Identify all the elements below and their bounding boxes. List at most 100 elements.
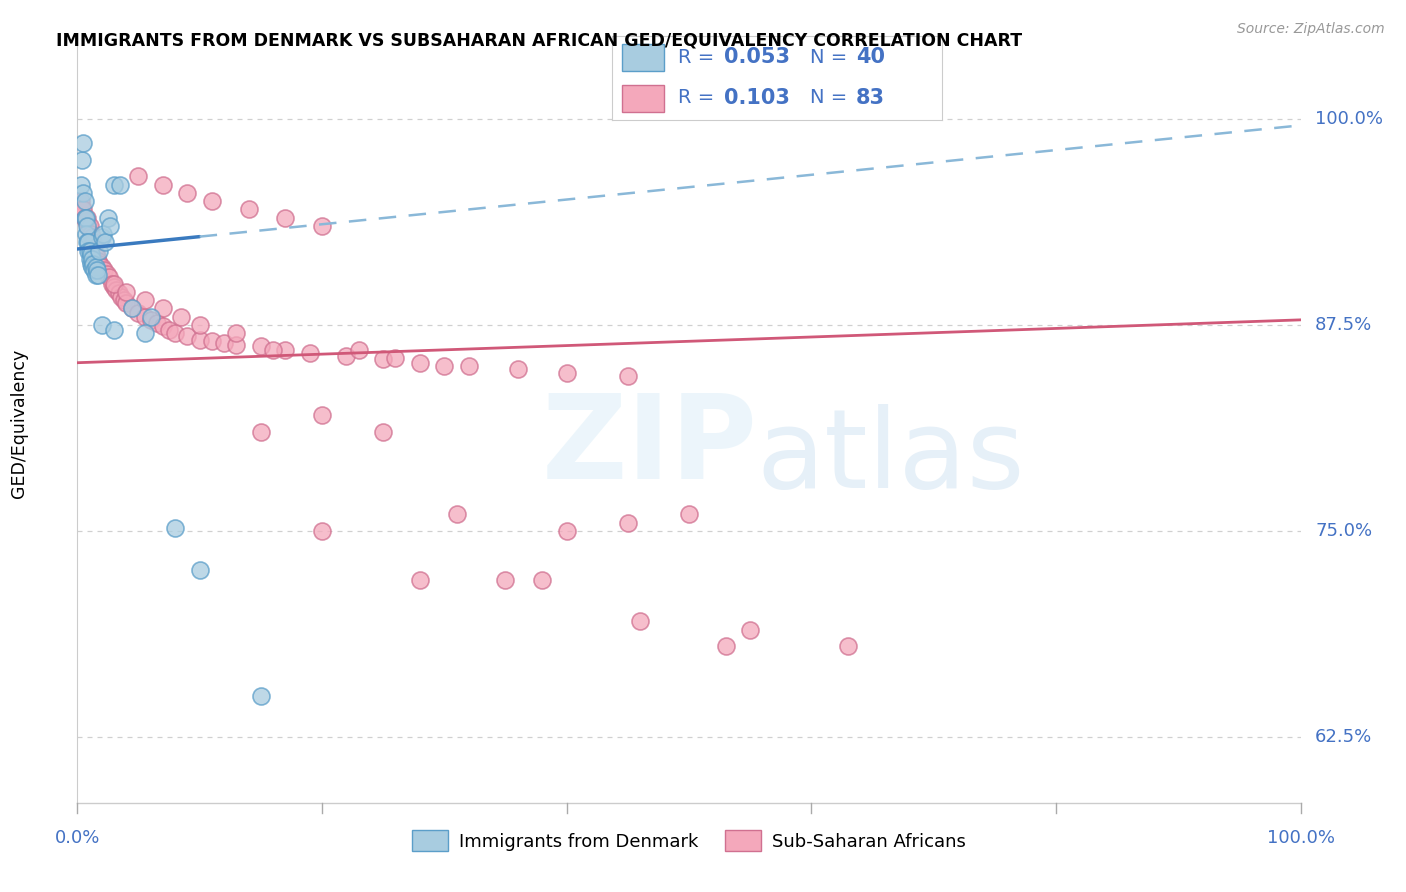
Point [93, 263, 115, 277]
Point [188, 563, 211, 577]
Point [262, 343, 284, 357]
Text: 62.5%: 62.5% [1315, 728, 1372, 746]
Text: N =: N = [810, 88, 853, 107]
Point [152, 178, 174, 192]
Point [70, 194, 93, 209]
Point [740, 623, 762, 637]
Point [201, 194, 224, 209]
Point [274, 211, 297, 225]
Point [225, 337, 247, 351]
Text: 0.053: 0.053 [724, 47, 790, 67]
Point [96, 267, 118, 281]
Point [250, 689, 273, 703]
Point [188, 318, 211, 332]
Point [90, 318, 112, 332]
Point [108, 286, 131, 301]
Text: 40: 40 [856, 47, 886, 67]
Point [89, 244, 111, 258]
Point [103, 280, 125, 294]
Point [80, 252, 103, 266]
Point [212, 335, 235, 350]
Point [105, 283, 128, 297]
Point [75, 211, 97, 225]
Text: IMMIGRANTS FROM DENMARK VS SUBSAHARAN AFRICAN GED/EQUIVALENCY CORRELATION CHART: IMMIGRANTS FROM DENMARK VS SUBSAHARAN AF… [56, 31, 1022, 49]
Point [837, 639, 859, 653]
Point [83, 263, 105, 277]
Point [77, 219, 100, 233]
Point [311, 409, 333, 423]
Point [371, 425, 394, 439]
Point [176, 186, 198, 200]
Point [714, 639, 737, 653]
Point [371, 352, 394, 367]
Point [103, 277, 125, 291]
Point [274, 343, 297, 357]
Text: 75.0%: 75.0% [1315, 522, 1372, 540]
Point [165, 326, 187, 340]
Point [80, 230, 103, 244]
Point [115, 296, 138, 310]
Point [225, 326, 247, 340]
Point [73, 211, 96, 225]
Point [73, 194, 96, 209]
Point [94, 235, 117, 250]
Point [134, 310, 156, 324]
Point [121, 301, 143, 316]
Point [188, 333, 211, 347]
Text: GED/Equivalency: GED/Equivalency [10, 349, 28, 499]
Point [495, 574, 517, 588]
Point [446, 508, 468, 522]
Point [678, 508, 700, 522]
Point [134, 293, 156, 307]
Point [98, 219, 121, 233]
Point [79, 219, 101, 233]
Point [82, 235, 104, 250]
Point [311, 524, 333, 538]
Point [127, 306, 149, 320]
Text: 100.0%: 100.0% [1315, 110, 1384, 128]
Point [87, 268, 110, 283]
Point [108, 178, 131, 192]
Text: 87.5%: 87.5% [1315, 316, 1372, 334]
Point [250, 339, 273, 353]
Point [157, 323, 180, 337]
Point [139, 310, 162, 324]
Point [531, 574, 554, 588]
Point [152, 319, 174, 334]
Point [80, 247, 103, 261]
Text: 100.0%: 100.0% [1267, 830, 1334, 847]
Text: R =: R = [678, 48, 720, 67]
Point [384, 351, 406, 365]
Point [555, 366, 578, 380]
Point [80, 257, 103, 271]
Text: 83: 83 [856, 88, 886, 108]
Point [72, 136, 94, 151]
Point [112, 293, 135, 307]
Point [238, 202, 260, 217]
Text: R =: R = [678, 88, 720, 107]
Point [97, 211, 120, 225]
Point [90, 230, 112, 244]
Point [77, 244, 100, 258]
Point [98, 270, 121, 285]
Point [311, 219, 333, 233]
Point [90, 260, 112, 274]
Point [298, 346, 321, 360]
Point [409, 574, 432, 588]
Point [79, 252, 101, 266]
Legend: Immigrants from Denmark, Sub-Saharan Africans: Immigrants from Denmark, Sub-Saharan Afr… [405, 823, 973, 858]
Point [84, 247, 107, 261]
Point [77, 235, 100, 250]
Point [146, 316, 169, 330]
Point [617, 368, 640, 383]
Point [103, 178, 125, 192]
Text: ZIP: ZIP [543, 389, 758, 504]
Point [201, 334, 224, 349]
Point [80, 260, 103, 274]
Point [72, 202, 94, 217]
Point [76, 219, 98, 233]
Point [121, 301, 143, 316]
Point [170, 310, 193, 324]
Point [79, 244, 101, 258]
Bar [621, 44, 665, 71]
